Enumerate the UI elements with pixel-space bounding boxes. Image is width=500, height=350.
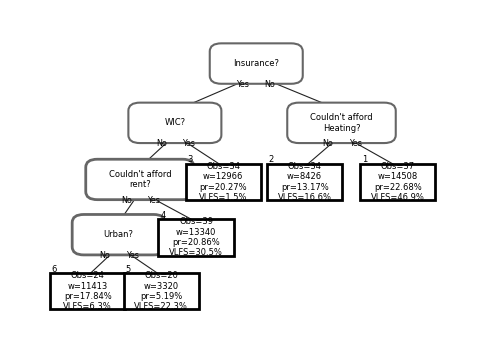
Text: 5: 5 [126, 265, 130, 274]
FancyBboxPatch shape [267, 164, 342, 200]
Text: Obs=34
w=12966
pr=20.27%
VLFS=1.5%: Obs=34 w=12966 pr=20.27% VLFS=1.5% [199, 162, 248, 202]
FancyBboxPatch shape [360, 164, 436, 200]
Text: No: No [100, 251, 110, 260]
Text: Obs=37
w=14508
pr=22.68%
VLFS=46.9%: Obs=37 w=14508 pr=22.68% VLFS=46.9% [371, 162, 424, 202]
Text: No: No [156, 139, 167, 148]
Text: 6: 6 [52, 265, 57, 274]
Text: Obs=20
w=3320
pr=5.19%
VLFS=22.3%: Obs=20 w=3320 pr=5.19% VLFS=22.3% [134, 271, 188, 312]
Text: Yes: Yes [126, 251, 138, 260]
Text: Couldn't afford
Heating?: Couldn't afford Heating? [310, 113, 373, 133]
Text: No: No [322, 139, 334, 148]
Text: Couldn't afford
rent?: Couldn't afford rent? [108, 170, 172, 189]
Text: Insurance?: Insurance? [233, 59, 279, 68]
FancyBboxPatch shape [86, 159, 194, 199]
Text: 1: 1 [362, 155, 367, 164]
Text: Yes: Yes [348, 139, 362, 148]
FancyBboxPatch shape [128, 103, 222, 143]
Text: Yes: Yes [147, 196, 160, 205]
Text: Obs=24
w=11413
pr=17.84%
VLFS=6.3%: Obs=24 w=11413 pr=17.84% VLFS=6.3% [64, 271, 112, 312]
Text: 4: 4 [160, 211, 166, 220]
Text: 3: 3 [188, 155, 193, 164]
FancyBboxPatch shape [210, 43, 303, 84]
FancyBboxPatch shape [158, 219, 234, 256]
Text: No: No [121, 196, 132, 205]
Text: 2: 2 [269, 155, 274, 164]
FancyBboxPatch shape [186, 164, 261, 200]
Text: WIC?: WIC? [164, 118, 186, 127]
FancyBboxPatch shape [287, 103, 396, 143]
Text: Obs=34
w=8426
pr=13.17%
VLFS=16.6%: Obs=34 w=8426 pr=13.17% VLFS=16.6% [278, 162, 332, 202]
Text: Yes: Yes [182, 139, 195, 148]
FancyBboxPatch shape [72, 215, 165, 255]
FancyBboxPatch shape [124, 273, 199, 309]
Text: No: No [264, 80, 275, 89]
Text: Urban?: Urban? [104, 230, 134, 239]
Text: Yes: Yes [236, 80, 249, 89]
Text: Obs=39
w=13340
pr=20.86%
VLFS=30.5%: Obs=39 w=13340 pr=20.86% VLFS=30.5% [169, 217, 223, 258]
FancyBboxPatch shape [50, 273, 126, 309]
